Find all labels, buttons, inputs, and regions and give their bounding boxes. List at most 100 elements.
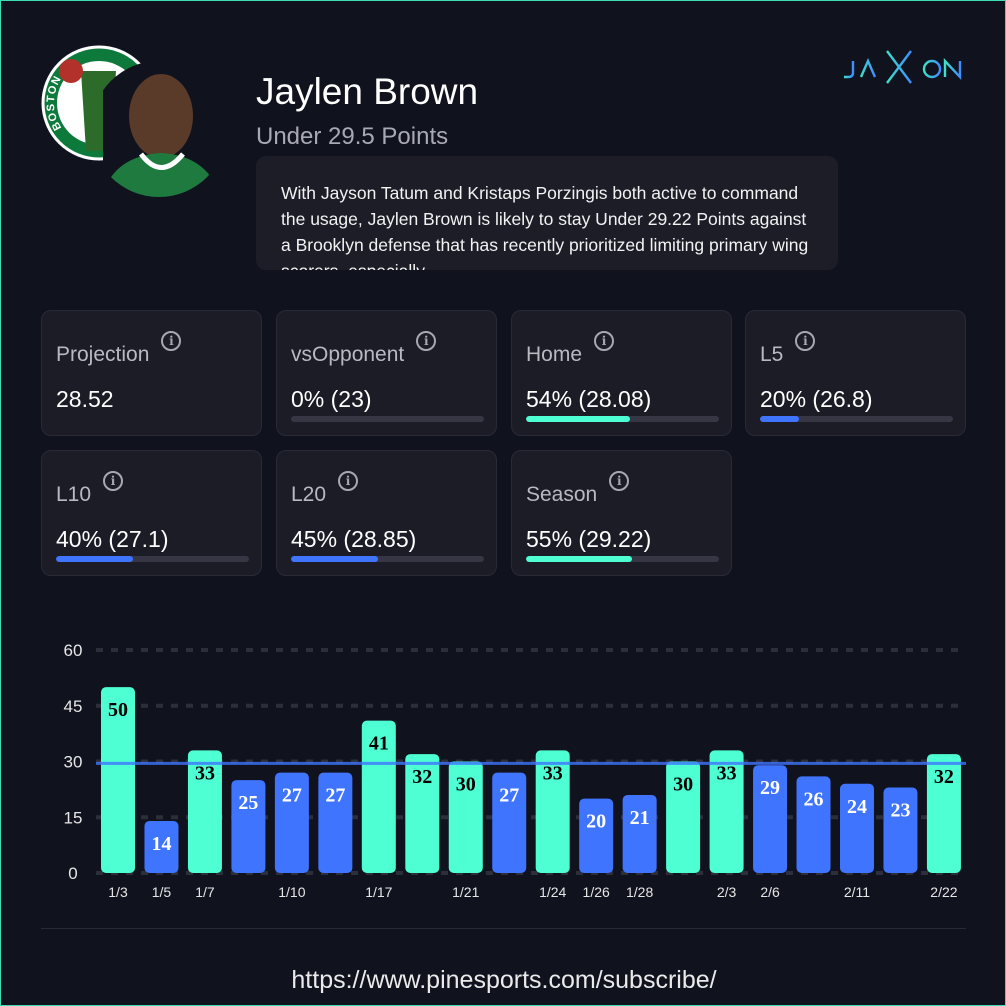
bar[interactable] — [361, 720, 396, 873]
team-logo-text: BOSTON — [45, 74, 64, 133]
analysis-text: With Jayson Tatum and Kristaps Porzingis… — [256, 156, 838, 270]
bar[interactable] — [231, 780, 266, 873]
divider — [41, 928, 966, 929]
x-tick-label: 1/3 — [108, 884, 128, 900]
jaxon-logo — [844, 50, 962, 84]
bar-value-label: 21 — [630, 807, 650, 829]
stat-progress-fill — [56, 556, 134, 562]
stat-card-l20: L20 i 45% (28.85) — [276, 450, 497, 576]
stat-card-projection: Projection i 28.52 — [41, 310, 262, 436]
bar-value-label: 32 — [934, 766, 954, 788]
bar-value-label: 30 — [456, 774, 476, 796]
bar[interactable] — [535, 750, 570, 873]
bar[interactable] — [883, 787, 918, 873]
bar[interactable] — [709, 750, 744, 873]
x-tick-label: 2/11 — [844, 884, 870, 900]
subscribe-url[interactable]: https://www.pinesports.com/subscribe/ — [291, 966, 717, 994]
player-avatar: BOSTON — [41, 45, 216, 197]
bar-value-label: 26 — [804, 788, 824, 810]
stat-label: Season — [526, 483, 598, 506]
x-tick-label: 1/26 — [583, 884, 610, 900]
stat-progress-fill — [526, 416, 631, 422]
bar[interactable] — [753, 765, 788, 873]
stat-value: 28.52 — [56, 386, 114, 412]
bar[interactable] — [796, 776, 831, 873]
stat-progress-bar — [291, 416, 484, 422]
bar[interactable] — [622, 794, 657, 873]
stat-label: L5 — [760, 343, 784, 366]
stat-label: Home — [526, 343, 583, 366]
stat-progress-fill — [760, 416, 799, 422]
stat-label: L10 — [56, 483, 92, 506]
bar[interactable] — [926, 754, 961, 873]
bar[interactable] — [839, 783, 874, 873]
bar-value-label: 27 — [499, 785, 519, 807]
x-tick-label: 1/5 — [152, 884, 172, 900]
bar[interactable] — [448, 761, 483, 874]
stat-value: 0% (23) — [291, 386, 372, 412]
info-icon[interactable]: i — [594, 331, 615, 351]
points-bar-chart: 0 15 30 45 60 50 1/3 14 1/5 33 1/7 25 27 1/10 27 41 1/17… — [64, 641, 966, 900]
x-tick-label: 1/24 — [539, 884, 566, 900]
player-name: Jaylen Brown — [256, 71, 479, 112]
bar[interactable] — [318, 772, 353, 873]
stat-progress-bar — [526, 556, 719, 562]
stat-card-season: Season i 55% (29.22) — [511, 450, 732, 576]
bar-value-label: 33 — [195, 762, 215, 784]
x-tick-label: 1/10 — [278, 884, 305, 900]
bar-value-label: 33 — [543, 762, 563, 784]
y-tick-label: 60 — [64, 641, 83, 660]
y-tick-label: 45 — [64, 697, 83, 716]
bar-value-label: 30 — [673, 774, 693, 796]
y-tick-label: 30 — [64, 753, 83, 772]
x-tick-label: 1/28 — [626, 884, 653, 900]
stat-value: 54% (28.08) — [526, 386, 652, 412]
info-icon[interactable]: i — [416, 331, 437, 351]
stat-label: Projection — [56, 343, 150, 366]
bar-value-label: 32 — [412, 766, 432, 788]
bar-value-label: 29 — [760, 777, 780, 799]
stat-progress-bar — [291, 556, 484, 562]
bar[interactable] — [101, 687, 135, 873]
bar-value-label: 23 — [890, 800, 910, 822]
x-tick-label: 1/21 — [452, 884, 479, 900]
player-photo — [101, 61, 216, 197]
stat-progress-fill — [291, 556, 378, 562]
bar-value-label: 24 — [847, 796, 867, 818]
bar[interactable] — [405, 754, 440, 873]
x-tick-label: 2/3 — [717, 884, 737, 900]
info-icon[interactable]: i — [161, 331, 182, 351]
stat-card-vsopponent: vsOpponent i 0% (23) — [276, 310, 497, 436]
stat-card-l10: L10 i 40% (27.1) — [41, 450, 262, 576]
bar-value-label: 27 — [282, 785, 302, 807]
bar-value-label: 41 — [369, 733, 389, 755]
stat-progress-bar — [56, 556, 249, 562]
stat-label: vsOpponent — [291, 343, 405, 366]
bar-value-label: 50 — [108, 699, 128, 721]
bar-value-label: 20 — [586, 811, 606, 833]
bar[interactable] — [187, 750, 222, 873]
stat-value: 55% (29.22) — [526, 526, 652, 552]
info-icon[interactable]: i — [795, 331, 816, 351]
x-tick-label: 2/6 — [760, 884, 780, 900]
x-tick-label: 1/17 — [365, 884, 392, 900]
bar-value-label: 33 — [717, 762, 737, 784]
bar-value-label: 25 — [238, 792, 258, 814]
y-tick-label: 15 — [64, 808, 83, 827]
bar[interactable] — [492, 772, 527, 873]
bar[interactable] — [144, 820, 179, 873]
bar[interactable] — [274, 772, 309, 873]
x-tick-label: 1/7 — [195, 884, 215, 900]
stat-value: 20% (26.8) — [760, 386, 873, 412]
bar[interactable] — [666, 761, 701, 874]
stat-progress-bar — [526, 416, 719, 422]
bar[interactable] — [579, 798, 614, 873]
bar-value-label: 14 — [151, 833, 171, 855]
stat-card-l5: L5 i 20% (26.8) — [745, 310, 966, 436]
y-tick-label: 0 — [68, 864, 77, 883]
info-icon[interactable]: i — [338, 471, 359, 491]
info-icon[interactable]: i — [103, 471, 124, 491]
bar-value-label: 27 — [325, 785, 345, 807]
stat-progress-bar — [760, 416, 953, 422]
info-icon[interactable]: i — [609, 471, 630, 491]
